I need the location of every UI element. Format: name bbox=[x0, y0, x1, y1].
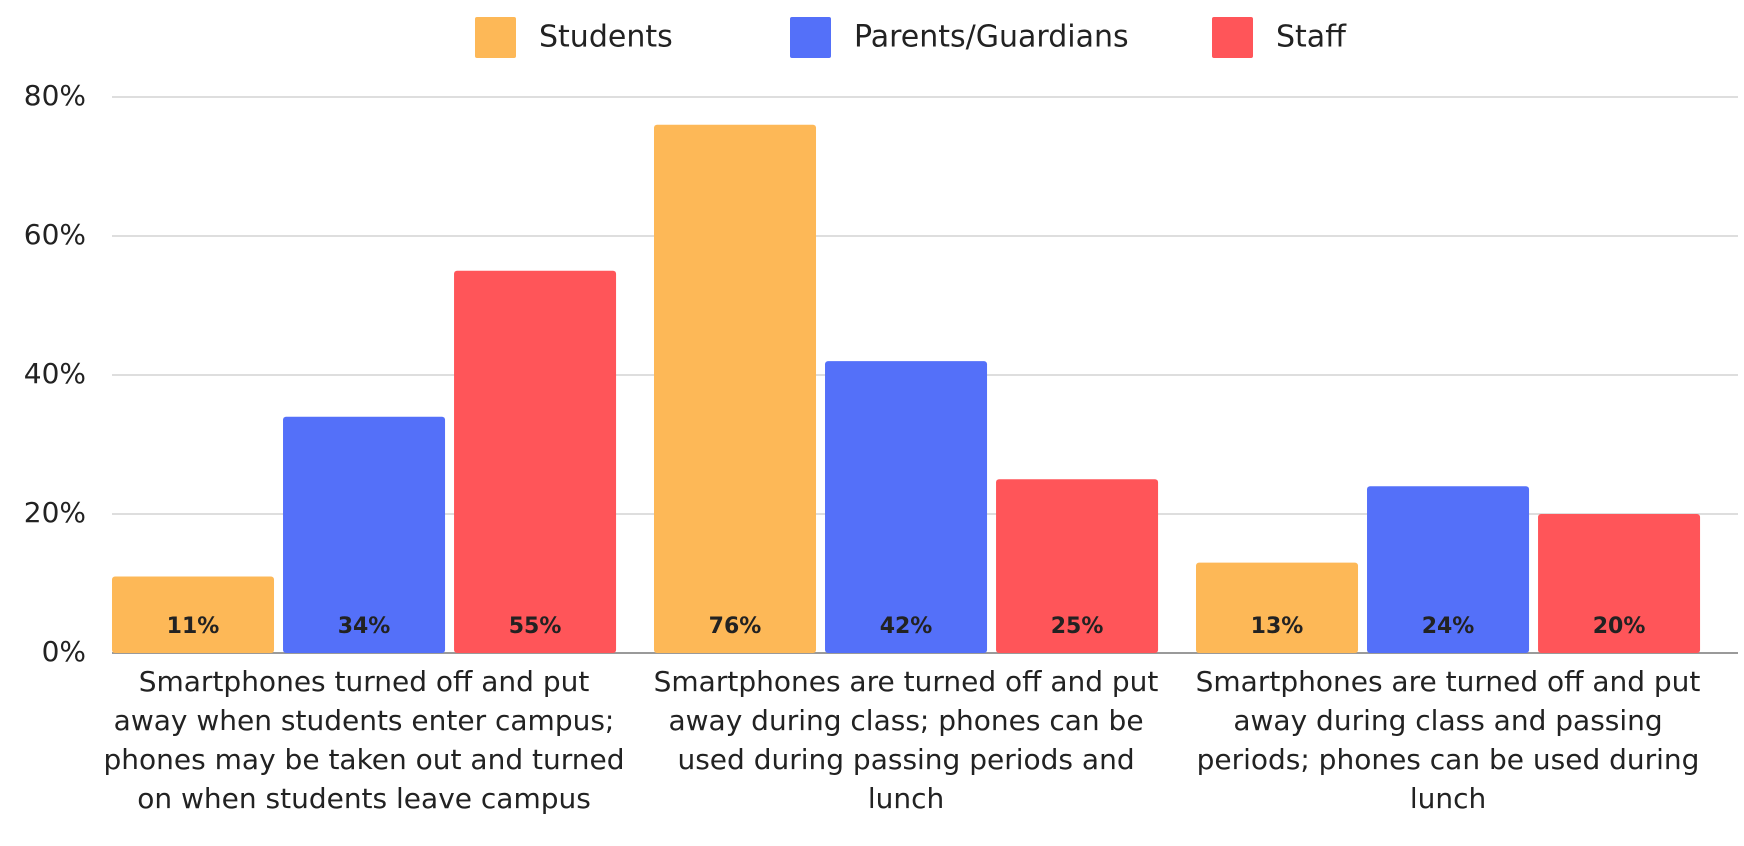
bar bbox=[996, 479, 1159, 653]
bar bbox=[112, 576, 275, 653]
y-tick-label: 60% bbox=[24, 218, 86, 251]
data-label: 76% bbox=[709, 614, 762, 639]
bar bbox=[454, 270, 617, 653]
legend-swatch bbox=[1212, 17, 1253, 58]
legend-label: Students bbox=[539, 20, 673, 55]
data-label: 13% bbox=[1251, 614, 1304, 639]
x-tick-label: Smartphones turned off and put away when… bbox=[103, 665, 625, 815]
data-label: 55% bbox=[509, 614, 562, 639]
data-label: 20% bbox=[1593, 614, 1646, 639]
bar bbox=[654, 124, 817, 654]
bar bbox=[1538, 514, 1701, 653]
bar bbox=[1367, 486, 1530, 653]
y-tick-label: 0% bbox=[42, 635, 86, 668]
bar bbox=[1196, 562, 1359, 653]
legend-swatch bbox=[475, 17, 516, 58]
data-label: 24% bbox=[1422, 614, 1475, 639]
x-tick-label: Smartphones are turned off and put away … bbox=[1195, 665, 1701, 815]
x-tick-label: Smartphones are turned off and put away … bbox=[653, 665, 1159, 815]
legend-swatch bbox=[790, 17, 831, 58]
legend-label: Parents/Guardians bbox=[854, 20, 1129, 55]
bar bbox=[283, 416, 446, 653]
y-tick-label: 80% bbox=[24, 79, 86, 112]
data-label: 11% bbox=[167, 614, 220, 639]
bar bbox=[825, 361, 988, 653]
y-tick-label: 20% bbox=[24, 496, 86, 529]
data-label: 34% bbox=[338, 614, 391, 639]
data-label: 42% bbox=[880, 614, 933, 639]
y-tick-label: 40% bbox=[24, 357, 86, 390]
legend-label: Staff bbox=[1276, 20, 1347, 55]
data-label: 25% bbox=[1051, 614, 1104, 639]
